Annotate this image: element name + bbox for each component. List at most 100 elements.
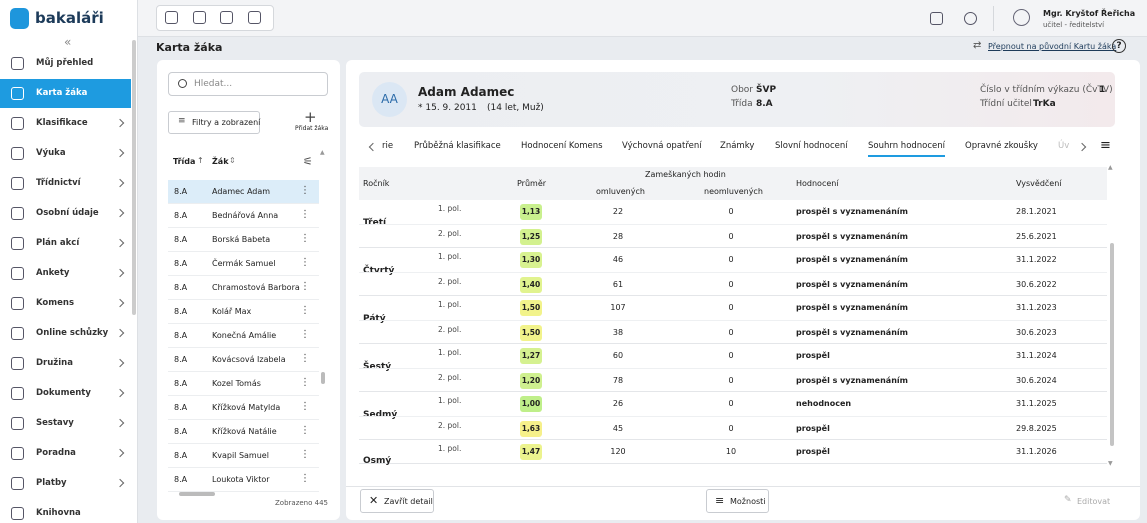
column-header[interactable]: Třída	[173, 157, 196, 166]
tab[interactable]: Slovní hodnocení	[775, 141, 848, 151]
grade-row[interactable]: 1. pol. 1,27 60 0 prospěl 31.1.2024	[359, 344, 1107, 368]
nav-item[interactable]: Online schůzky	[0, 319, 131, 348]
messages-icon[interactable]	[930, 12, 943, 25]
tab[interactable]: Souhrn hodnocení	[868, 141, 946, 157]
column-settings[interactable]: ⚟	[303, 155, 313, 168]
tab[interactable]: Hodnocení Komens	[521, 141, 603, 151]
tab[interactable]: Opravné zkoušky	[965, 141, 1038, 151]
nav-item[interactable]: Komens	[0, 289, 131, 318]
nav-item[interactable]: Poradna	[0, 439, 131, 468]
tool-icon[interactable]	[220, 11, 233, 24]
nav-item[interactable]: Ankety	[0, 259, 131, 288]
tool-icon[interactable]	[193, 11, 206, 24]
tab[interactable]: Známky	[720, 141, 755, 151]
student-row[interactable]: 8.A Loukota Viktor ⋮	[168, 468, 319, 492]
row-menu[interactable]: ⋮	[300, 305, 310, 316]
grade-row[interactable]: 2. pol. 1,50 38 0 prospěl s vyznamenáním 30.6…	[359, 320, 1107, 344]
tab-bar: ≡ rie Průběžná klasifikace Hodnocení Komen…	[346, 134, 1140, 160]
nav-label: Karta žáka	[36, 88, 88, 98]
filter-button[interactable]: ≡ Filtry a zobrazení	[168, 111, 260, 134]
row-menu[interactable]: ⋮	[300, 209, 310, 220]
tab[interactable]: Průběžná klasifikace	[414, 141, 501, 151]
close-button[interactable]: ✕ Zavřít detail	[360, 489, 434, 513]
report-date: 30.6.2024	[1016, 376, 1057, 385]
evaluation: prospěl s vyznamenáním	[796, 328, 908, 337]
scroll-down[interactable]: ▼	[1108, 460, 1113, 467]
column-header[interactable]: Žák	[212, 157, 229, 166]
student-row[interactable]: 8.A Křížková Matylda ⋮	[168, 396, 319, 420]
row-menu[interactable]: ⋮	[300, 401, 310, 412]
student-row[interactable]: 8.A Chramostová Barbora ⋮	[168, 276, 319, 300]
student-row[interactable]: 8.A Borská Babeta ⋮	[168, 228, 319, 252]
nav-item[interactable]: Výuka	[0, 139, 131, 168]
tab[interactable]: rie	[382, 141, 394, 151]
grade-row[interactable]: 1. pol. 1,47 120 10 prospěl 31.1.2026	[359, 440, 1107, 464]
options-button[interactable]: ≡ Možnosti	[706, 489, 769, 513]
add-icon[interactable]: +	[304, 108, 317, 126]
nav-item[interactable]: Osobní údaje	[0, 199, 131, 228]
row-menu[interactable]: ⋮	[300, 257, 310, 268]
grade-row[interactable]: 1. pol. 1,13 22 0 prospěl s vyznamenáním 28.1…	[359, 200, 1107, 224]
nav-item[interactable]: Můj přehled	[0, 49, 131, 78]
tab[interactable]: Úv	[1058, 141, 1070, 151]
grade-row[interactable]: 2. pol. 1,25 28 0 prospěl s vyznamenáním 25.6…	[359, 224, 1107, 248]
nav-item[interactable]: Knihovna	[0, 499, 131, 523]
nav-item[interactable]: Sestavy	[0, 409, 131, 438]
student-row[interactable]: 8.A Kozel Tomás ⋮	[168, 372, 319, 396]
edit-button[interactable]: Editovat	[1077, 497, 1111, 506]
grade-row[interactable]: 1. pol. 1,00 26 0 nehodnocen 31.1.2025	[359, 392, 1107, 416]
row-menu[interactable]: ⋮	[300, 281, 310, 292]
scroll-up[interactable]: ▲	[320, 149, 325, 156]
excused: 60	[612, 351, 624, 360]
student-row[interactable]: 8.A Bednářová Anna ⋮	[168, 204, 319, 228]
row-menu[interactable]: ⋮	[300, 449, 310, 460]
student-row[interactable]: 8.A Křížková Natálie ⋮	[168, 420, 319, 444]
tab-next[interactable]	[1077, 142, 1087, 152]
row-menu[interactable]: ⋮	[300, 329, 310, 340]
search-box[interactable]: Hledat...	[168, 72, 328, 96]
row-menu[interactable]: ⋮	[300, 377, 310, 388]
tab[interactable]: Výchovná opatření	[622, 141, 702, 151]
student-row[interactable]: 8.A Čermák Samuel ⋮	[168, 252, 319, 276]
nav-item[interactable]: Dokumenty	[0, 379, 131, 408]
tab-prev[interactable]	[368, 142, 378, 152]
student-row[interactable]: 8.A Kolář Max ⋮	[168, 300, 319, 324]
sort-icon: ⇕	[229, 156, 236, 165]
sidebar: bakaláři « Můj přehled Karta žáka Klasifik…	[0, 0, 138, 523]
nav-item[interactable]: Klasifikace	[0, 109, 131, 138]
report-date: 29.8.2025	[1016, 424, 1057, 433]
scroll-up[interactable]: ▲	[1108, 164, 1113, 171]
nav-item[interactable]: Družina	[0, 349, 131, 378]
student-row[interactable]: 8.A Kvapil Samuel ⋮	[168, 444, 319, 468]
nav-item[interactable]: Třídnictví	[0, 169, 131, 198]
user-role: učitel - ředitelství	[1043, 21, 1105, 29]
grade-row[interactable]: 1. pol. 1,30 46 0 prospěl s vyznamenáním 31.1…	[359, 248, 1107, 272]
row-menu[interactable]: ⋮	[300, 185, 310, 196]
collapse-button[interactable]: «	[64, 35, 72, 49]
switch-link[interactable]: Přepnout na původní Kartu žáka	[988, 42, 1117, 51]
tool-icon[interactable]	[165, 11, 178, 24]
report-date: 31.1.2022	[1016, 255, 1057, 264]
student-row[interactable]: 8.A Adamec Adam ⋮	[168, 180, 319, 204]
row-menu[interactable]: ⋮	[300, 425, 310, 436]
user-avatar[interactable]	[1013, 9, 1030, 26]
term: 2. pol.	[438, 277, 462, 286]
row-menu[interactable]: ⋮	[300, 473, 310, 484]
nav-item[interactable]: Plán akcí	[0, 229, 131, 258]
student-row[interactable]: 8.A Kovácsová Izabela ⋮	[168, 348, 319, 372]
grade-row[interactable]: 2. pol. 1,63 45 0 prospěl 29.8.2025	[359, 416, 1107, 440]
grade-row[interactable]: 2. pol. 1,20 78 0 prospěl s vyznamenáním 30.6…	[359, 368, 1107, 392]
row-menu[interactable]: ⋮	[300, 233, 310, 244]
nav-chevron	[115, 238, 125, 248]
settings-icon[interactable]	[964, 12, 977, 25]
nav-item[interactable]: Platby	[0, 469, 131, 498]
tab-menu[interactable]: ≡	[1100, 138, 1111, 153]
row-menu[interactable]: ⋮	[300, 353, 310, 364]
grade-row[interactable]: 1. pol. 1,50 107 0 prospěl s vyznamenáním 31.…	[359, 296, 1107, 320]
help-button[interactable]: ?	[1112, 39, 1126, 53]
nav-item[interactable]: Karta žáka	[0, 79, 131, 108]
close-label: Zavřít detail	[384, 497, 433, 506]
grade-row[interactable]: 2. pol. 1,40 61 0 prospěl s vyznamenáním 30.6…	[359, 272, 1107, 296]
student-row[interactable]: 8.A Konečná Amálie ⋮	[168, 324, 319, 348]
tool-icon[interactable]	[248, 11, 261, 24]
